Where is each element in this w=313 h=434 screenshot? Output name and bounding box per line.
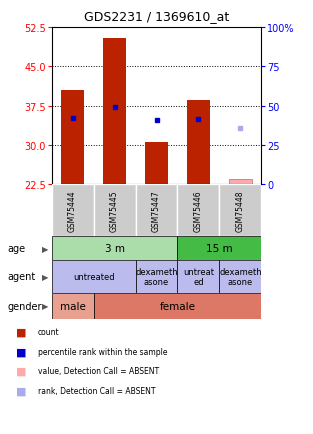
Text: GDS2231 / 1369610_at: GDS2231 / 1369610_at <box>84 10 229 23</box>
Bar <box>136 184 177 237</box>
Bar <box>52 293 94 319</box>
Text: 15 m: 15 m <box>206 243 233 253</box>
Text: dexameth
asone: dexameth asone <box>219 267 262 286</box>
Bar <box>177 260 219 293</box>
Text: female: female <box>159 301 196 311</box>
Bar <box>103 39 126 184</box>
Text: ■: ■ <box>16 386 26 395</box>
Text: untreated: untreated <box>73 272 114 281</box>
Text: ▶: ▶ <box>42 302 49 310</box>
Bar <box>52 184 94 237</box>
Text: dexameth
asone: dexameth asone <box>135 267 178 286</box>
Text: ■: ■ <box>16 327 26 337</box>
Text: GSM75446: GSM75446 <box>194 190 203 231</box>
Text: age: age <box>8 243 26 253</box>
Text: percentile rank within the sample: percentile rank within the sample <box>38 347 167 356</box>
Text: ▶: ▶ <box>42 244 49 253</box>
Text: ■: ■ <box>16 366 26 376</box>
Text: untreat
ed: untreat ed <box>183 267 214 286</box>
Bar <box>136 260 177 293</box>
Text: GSM75447: GSM75447 <box>152 190 161 231</box>
Text: rank, Detection Call = ABSENT: rank, Detection Call = ABSENT <box>38 386 155 395</box>
Text: gender: gender <box>8 301 42 311</box>
Text: GSM75448: GSM75448 <box>236 190 245 231</box>
Text: 3 m: 3 m <box>105 243 125 253</box>
Bar <box>145 143 168 184</box>
Text: GSM75444: GSM75444 <box>68 190 77 231</box>
Text: count: count <box>38 328 59 336</box>
Text: GSM75445: GSM75445 <box>110 190 119 231</box>
Text: value, Detection Call = ABSENT: value, Detection Call = ABSENT <box>38 367 159 375</box>
Bar <box>61 91 84 184</box>
Bar <box>94 293 261 319</box>
Bar <box>52 260 136 293</box>
Bar <box>219 260 261 293</box>
Text: agent: agent <box>8 272 36 282</box>
Bar <box>177 237 261 260</box>
Bar <box>94 184 136 237</box>
Bar <box>52 237 177 260</box>
Bar <box>187 101 210 184</box>
Text: ■: ■ <box>16 347 26 356</box>
Bar <box>219 184 261 237</box>
Text: male: male <box>60 301 85 311</box>
Text: ▶: ▶ <box>42 272 49 281</box>
Bar <box>177 184 219 237</box>
Bar <box>229 179 252 184</box>
